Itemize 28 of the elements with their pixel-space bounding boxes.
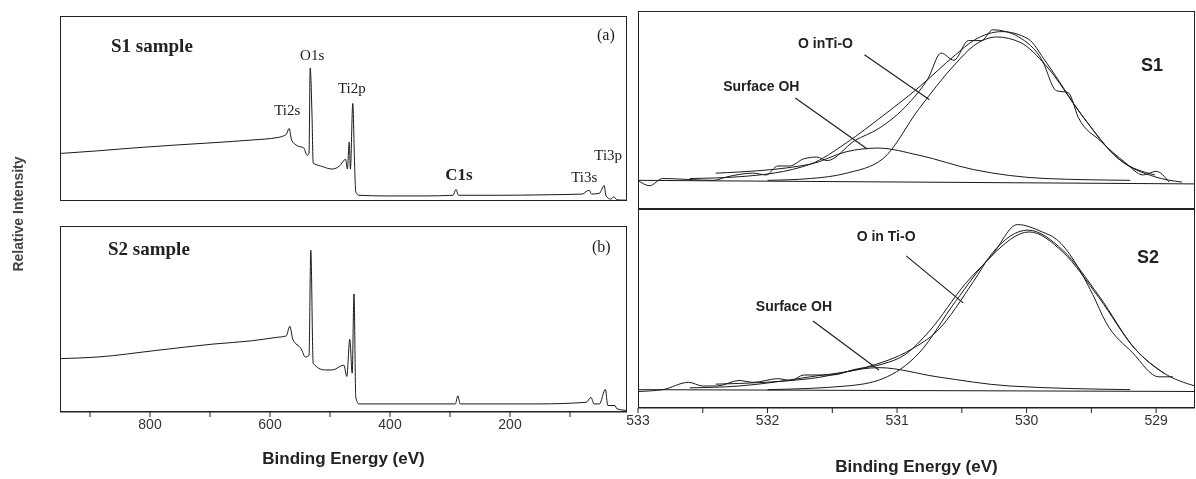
annotation: Ti3s — [571, 169, 598, 186]
x-tick-label: 800 — [138, 415, 162, 432]
annotation: O1s — [300, 46, 325, 63]
y-axis-title: Relative Intensity — [10, 156, 26, 272]
x-axis-title: Binding Energy (eV) — [834, 457, 999, 477]
x-axis-title: Binding Energy (eV) — [261, 449, 426, 469]
annotation: (b) — [592, 238, 611, 255]
annotation: Surface OH — [723, 77, 800, 94]
x-tick-label: 532 — [755, 411, 780, 428]
annotation: Surface OH — [755, 297, 833, 314]
annotation: O in Ti-O — [856, 227, 916, 244]
annotation: Ti3p — [594, 146, 623, 163]
annotation: S2 — [1137, 247, 1160, 267]
text: S1 sample — [111, 35, 193, 56]
annotation: S2 sample — [108, 238, 190, 259]
x-tick-label: 529 — [1144, 411, 1169, 428]
annotation: O inTi-O — [797, 35, 854, 52]
x-tick-label: 600 — [258, 415, 282, 432]
annotation: S1 — [1141, 55, 1164, 75]
annotation: C1s — [445, 165, 474, 185]
annotation: Ti2p — [337, 80, 366, 97]
x-tick-label: 200 — [498, 415, 522, 432]
x-tick-label: 400 — [378, 415, 402, 432]
x-tick-label: 531 — [885, 411, 909, 428]
annotation: Ti2s — [274, 102, 301, 119]
x-tick-label: 533 — [626, 411, 650, 428]
x-tick-label: 530 — [1014, 411, 1039, 428]
text: (a) — [597, 26, 615, 43]
